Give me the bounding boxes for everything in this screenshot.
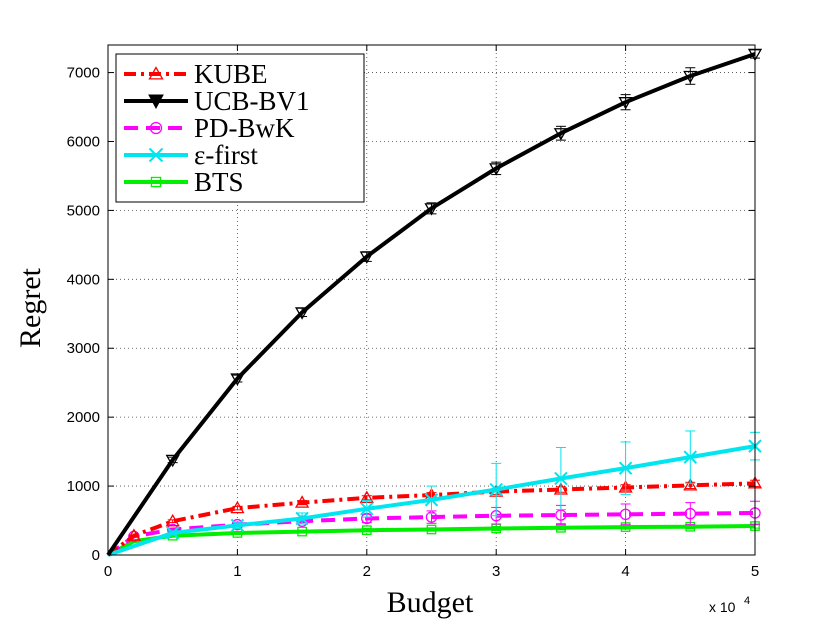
y-tick-label: 0 bbox=[92, 547, 100, 564]
y-axis-title: Regret bbox=[14, 267, 47, 348]
data-point-square bbox=[426, 524, 437, 535]
data-point-x bbox=[554, 471, 568, 486]
x-tick-label: 3 bbox=[492, 563, 500, 580]
x-multiplier-exponent: 4 bbox=[744, 595, 750, 607]
data-point-triangle bbox=[424, 203, 439, 216]
data-point-triangle bbox=[230, 373, 245, 386]
x-tick-label: 1 bbox=[233, 563, 241, 580]
data-point-triangle bbox=[165, 454, 180, 468]
axes-box bbox=[107, 44, 756, 556]
y-tick-label: 6000 bbox=[67, 133, 100, 150]
data-point-x bbox=[424, 493, 439, 507]
data-point-x bbox=[230, 518, 245, 533]
legend-entry: KUBE bbox=[124, 59, 268, 89]
x-tick-label: 2 bbox=[363, 563, 371, 580]
data-point-triangle bbox=[126, 528, 142, 541]
legend-entry: BTS bbox=[124, 167, 244, 197]
data-point-triangle bbox=[553, 128, 569, 141]
y-tick-label: 5000 bbox=[67, 202, 100, 219]
data-point-x bbox=[148, 147, 164, 163]
data-point-square bbox=[297, 526, 307, 537]
y-tick-label: 2000 bbox=[67, 409, 100, 426]
series-line bbox=[106, 52, 756, 557]
series-line bbox=[106, 510, 756, 557]
y-tick-label: 4000 bbox=[67, 271, 100, 288]
y-tick-label: 7000 bbox=[67, 65, 100, 82]
data-point-triangle bbox=[165, 513, 180, 527]
data-point-x bbox=[295, 511, 309, 526]
legend-label: BTS bbox=[194, 167, 244, 197]
ticks: 0 1 2 3 4 5 0 1000 2000 3000 4000 5000 6000 7000 bbox=[67, 45, 759, 580]
series-1 bbox=[106, 48, 763, 557]
x-axis-title: Budget bbox=[387, 586, 474, 619]
data-point-triangle bbox=[148, 66, 164, 80]
data-point-triangle bbox=[683, 478, 698, 491]
legend-entry: UCB-BV1 bbox=[124, 86, 310, 116]
data-point-x bbox=[360, 502, 374, 516]
data-point-x bbox=[489, 482, 503, 497]
data-point-circle bbox=[149, 121, 163, 135]
data-point-x bbox=[618, 461, 633, 475]
y-tick-label: 1000 bbox=[67, 478, 100, 495]
data-point-circle bbox=[128, 530, 140, 543]
data-point-triangle bbox=[489, 163, 504, 176]
data-point-circle bbox=[684, 507, 697, 520]
legend-entry: ε-first bbox=[124, 140, 258, 170]
data-point-triangle bbox=[359, 251, 374, 264]
data-point-x bbox=[165, 526, 180, 540]
x-tick-label: 5 bbox=[751, 563, 759, 580]
data-point-triangle bbox=[618, 97, 633, 110]
legend-label: ε-first bbox=[194, 140, 258, 170]
data-point-triangle bbox=[294, 495, 310, 508]
data-point-square bbox=[361, 525, 372, 536]
series-line bbox=[106, 481, 756, 557]
data-point-triangle bbox=[230, 500, 245, 514]
x-tick-label: 0 bbox=[104, 563, 112, 580]
legend-label: PD-BwK bbox=[194, 113, 295, 143]
legend-label: UCB-BV1 bbox=[194, 86, 310, 116]
legend-label: KUBE bbox=[194, 59, 268, 89]
y-tick-label: 3000 bbox=[67, 340, 100, 357]
data-point-circle bbox=[619, 508, 632, 521]
data-point-x bbox=[683, 450, 698, 464]
legend-marker bbox=[148, 94, 164, 110]
x-tick-label: 4 bbox=[621, 563, 629, 580]
data-point-triangle bbox=[683, 70, 698, 84]
x-multiplier-label: x 10 bbox=[709, 599, 736, 615]
data-point-square bbox=[150, 176, 162, 188]
legend-entry: PD-BwK bbox=[124, 113, 295, 143]
data-point-triangle bbox=[294, 307, 310, 320]
